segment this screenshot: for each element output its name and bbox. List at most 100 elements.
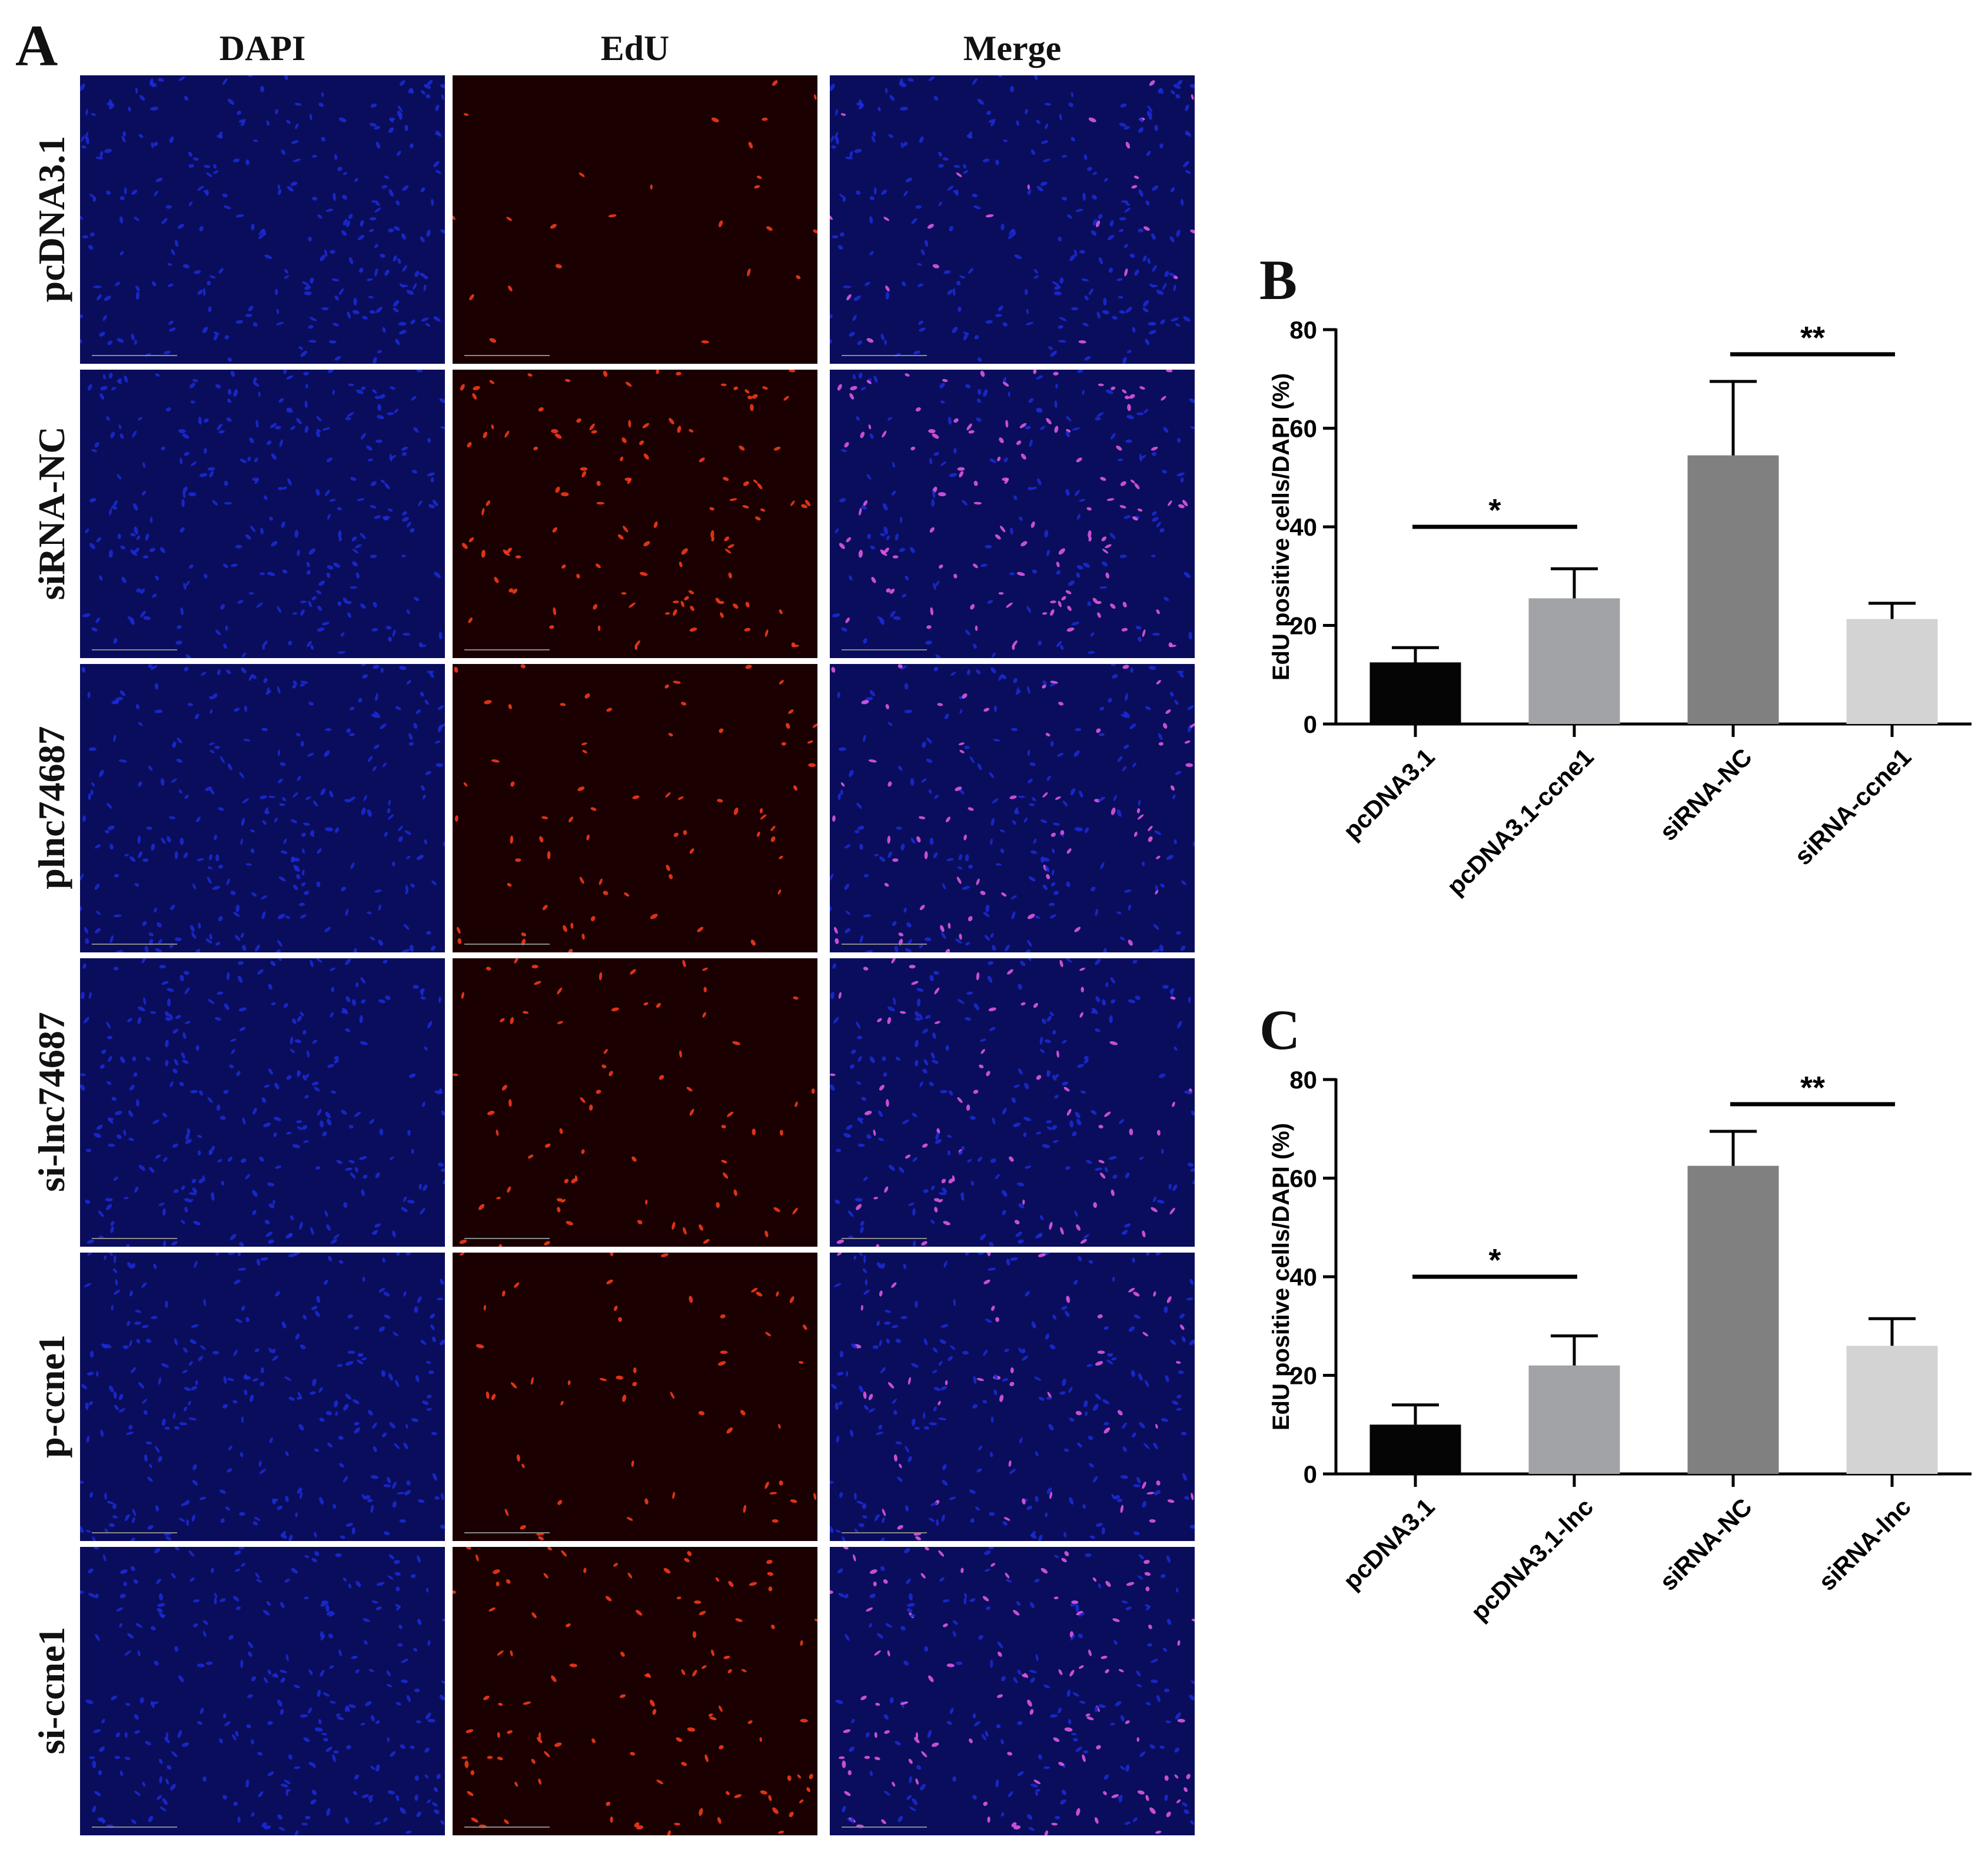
- nucleus: [1091, 886, 1096, 892]
- nucleus: [869, 1593, 876, 1599]
- nucleus: [353, 549, 359, 554]
- nucleus: [1097, 612, 1101, 618]
- nucleus: [120, 1569, 128, 1574]
- nucleus: [177, 1730, 182, 1738]
- nucleus: [543, 1573, 548, 1579]
- nucleus: [1083, 1750, 1089, 1754]
- nucleus: [1156, 609, 1160, 615]
- micrograph-background: [80, 958, 445, 1247]
- nucleus: [408, 88, 413, 94]
- nucleus: [920, 1784, 926, 1791]
- nucleus: [129, 856, 136, 862]
- nucleus: [407, 1200, 415, 1204]
- nucleus: [368, 295, 374, 299]
- nucleus: [80, 873, 84, 881]
- nucleus: [812, 723, 817, 728]
- nucleus: [187, 1128, 191, 1134]
- nucleus: [1095, 908, 1099, 916]
- nucleus: [1155, 1253, 1161, 1256]
- nucleus: [1063, 1532, 1067, 1538]
- nucleus: [375, 1172, 380, 1178]
- nucleus: [370, 1505, 374, 1513]
- nucleus: [134, 1791, 141, 1796]
- nucleus: [1080, 1239, 1087, 1244]
- nucleus: [87, 1372, 94, 1376]
- nucleus: [1122, 1230, 1128, 1234]
- nucleus: [213, 164, 217, 169]
- nucleus: [288, 1754, 292, 1760]
- nucleus: [417, 1555, 421, 1563]
- nucleus: [860, 1221, 865, 1226]
- nucleus: [208, 306, 212, 313]
- nucleus: [412, 470, 418, 474]
- nucleus: [380, 253, 385, 258]
- nucleus: [264, 1825, 271, 1829]
- nucleus: [1088, 288, 1093, 295]
- nucleus: [308, 548, 315, 555]
- nucleus: [928, 1517, 935, 1522]
- nucleus: [910, 778, 915, 786]
- nucleus: [673, 832, 679, 837]
- nucleus: [854, 148, 862, 153]
- nucleus: [404, 1490, 411, 1496]
- nucleus: [427, 1640, 431, 1646]
- nucleus: [1082, 192, 1086, 201]
- chart-c-bar: [1369, 1424, 1461, 1474]
- nucleus: [131, 1566, 135, 1571]
- nucleus: [99, 393, 105, 400]
- nucleus: [1137, 1790, 1145, 1795]
- nucleus: [998, 305, 1003, 311]
- nucleus: [1184, 1090, 1192, 1094]
- nucleus: [1191, 94, 1194, 100]
- nucleus: [436, 1774, 441, 1779]
- nucleus: [1079, 967, 1085, 971]
- nucleus: [660, 1253, 669, 1257]
- nucleus: [1112, 674, 1118, 679]
- nucleus: [1191, 1110, 1195, 1116]
- nucleus: [957, 999, 965, 1004]
- nucleus: [711, 117, 719, 122]
- nucleus: [263, 1123, 271, 1127]
- nucleus: [496, 1197, 501, 1200]
- nucleus: [403, 1291, 407, 1297]
- nucleus: [415, 1375, 420, 1383]
- nucleus: [233, 912, 240, 917]
- nucleus: [281, 1321, 287, 1329]
- nucleus: [483, 1304, 486, 1311]
- nucleus: [349, 733, 355, 736]
- micrograph-canvas: [453, 1253, 817, 1541]
- nucleus: [338, 530, 342, 538]
- nucleus: [963, 333, 968, 341]
- nucleus: [1172, 794, 1176, 799]
- nucleus: [799, 1799, 804, 1804]
- nucleus: [266, 687, 270, 694]
- nucleus: [800, 504, 807, 509]
- nucleus: [871, 576, 876, 583]
- nucleus: [262, 820, 267, 825]
- nucleus: [209, 934, 212, 940]
- nucleus: [955, 1661, 963, 1665]
- nucleus: [1036, 407, 1042, 411]
- nucleus: [508, 704, 512, 709]
- nucleus: [362, 316, 368, 320]
- nucleus: [606, 708, 613, 712]
- chart-b-bar: [1369, 662, 1461, 724]
- nucleus: [628, 420, 631, 428]
- chart-b-x-tick-label: pcDNA3.1: [1337, 743, 1440, 845]
- nucleus: [81, 135, 85, 142]
- nucleus: [151, 844, 155, 851]
- nucleus: [980, 370, 985, 377]
- nucleus: [248, 592, 254, 595]
- nucleus: [321, 1600, 329, 1604]
- nucleus: [334, 356, 341, 361]
- nucleus: [923, 1426, 930, 1430]
- nucleus: [947, 1150, 951, 1156]
- nucleus: [377, 415, 385, 420]
- nucleus: [182, 1370, 188, 1374]
- nucleus: [1029, 1602, 1035, 1608]
- nucleus: [253, 377, 257, 383]
- nucleus: [122, 131, 127, 137]
- nucleus: [1092, 1476, 1098, 1483]
- nucleus: [999, 1394, 1004, 1402]
- nucleus: [863, 1391, 867, 1399]
